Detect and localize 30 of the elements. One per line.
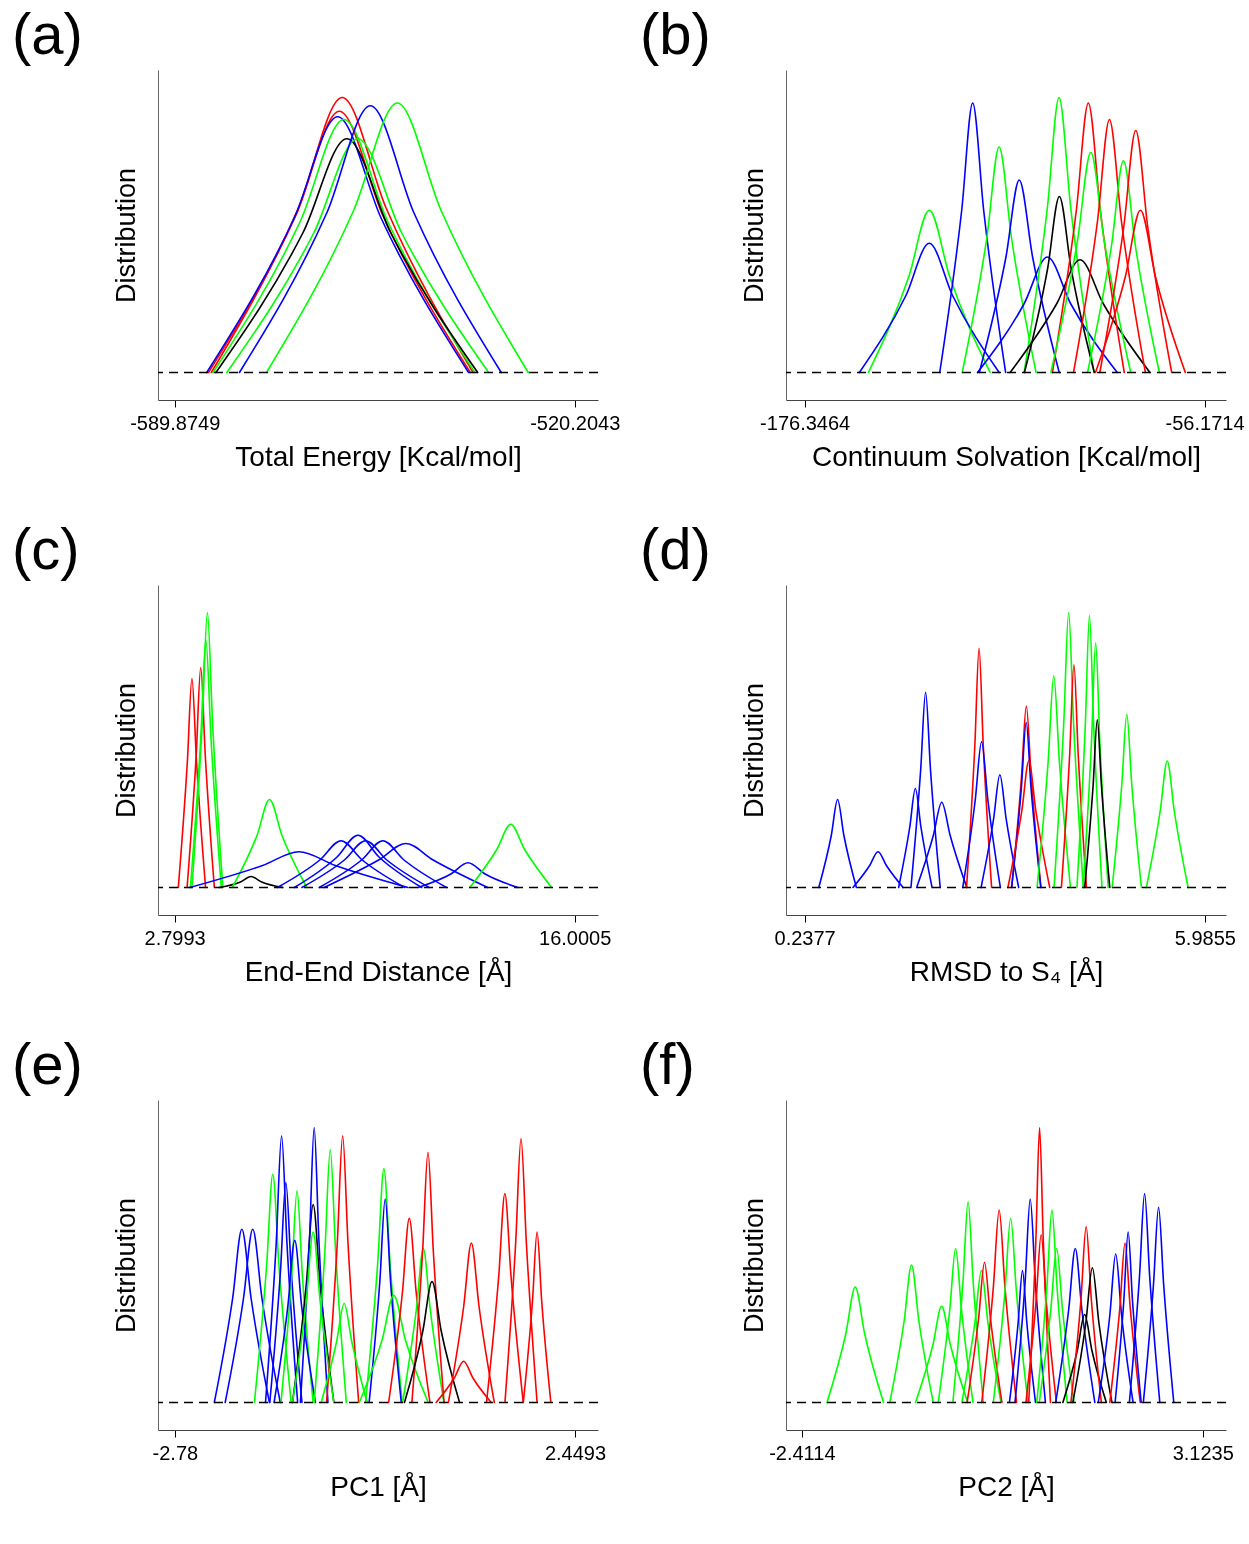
y-axis-title: Distribution bbox=[738, 682, 769, 819]
x-tick-label: -520.2043 bbox=[530, 411, 621, 434]
x-tick-label: 16.0005 bbox=[539, 926, 612, 949]
chart-title: (b) bbox=[640, 1, 711, 66]
y-axis-title: Distribution bbox=[738, 167, 769, 304]
x-tick-label: -176.3464 bbox=[760, 411, 851, 434]
x-tick-label: 2.7993 bbox=[144, 926, 206, 949]
y-axis-title: Distribution bbox=[738, 1197, 769, 1334]
x-tick-label: 5.9855 bbox=[1174, 926, 1236, 949]
x-tick-label: 2.4493 bbox=[544, 1441, 607, 1464]
y-axis-title: Distribution bbox=[110, 1197, 141, 1334]
chart-title: (d) bbox=[640, 516, 711, 581]
x-tick-label: 0.2377 bbox=[774, 926, 836, 949]
x-axis-title: PC2 [Å] bbox=[958, 1470, 1055, 1502]
x-tick-label: -589.8749 bbox=[130, 411, 221, 434]
y-axis-title: Distribution bbox=[110, 167, 141, 304]
chart-title: (a) bbox=[12, 1, 83, 66]
x-tick-label: -2.78 bbox=[152, 1441, 199, 1464]
x-tick-label: -2.4114 bbox=[769, 1441, 836, 1464]
y-axis-title: Distribution bbox=[110, 682, 141, 819]
x-tick-label: -56.1714 bbox=[1165, 411, 1245, 434]
x-axis-title: Total Energy [Kcal/mol] bbox=[235, 440, 522, 472]
chart-title: (c) bbox=[12, 516, 80, 581]
chart-title: (f) bbox=[640, 1031, 695, 1096]
x-axis-title: RMSD to S₄ [Å] bbox=[909, 955, 1104, 987]
x-axis-title: Continuum Solvation [Kcal/mol] bbox=[811, 440, 1202, 472]
x-tick-label: 3.1235 bbox=[1172, 1441, 1234, 1464]
x-axis-title: End-End Distance [Å] bbox=[244, 955, 513, 987]
chart-title: (e) bbox=[12, 1031, 83, 1096]
x-axis-title: PC1 [Å] bbox=[330, 1470, 427, 1502]
